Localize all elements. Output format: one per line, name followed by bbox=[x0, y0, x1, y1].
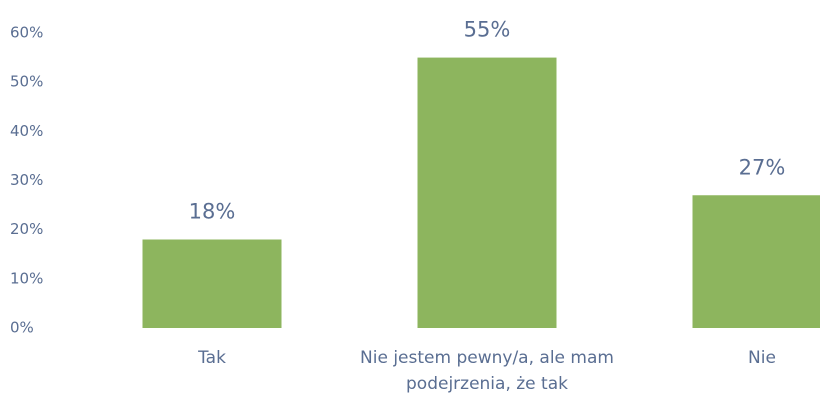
y-tick-label: 40% bbox=[10, 122, 43, 140]
x-tick-label: Tak bbox=[198, 348, 226, 368]
data-label: 27% bbox=[739, 155, 786, 179]
bar bbox=[692, 195, 820, 328]
x-tick-label: Nie jestem pewny/a, ale mam podejrzenia,… bbox=[360, 348, 614, 394]
x-tick-label: Nie bbox=[748, 348, 776, 368]
y-tick-label: 30% bbox=[10, 171, 43, 189]
y-tick-label: 20% bbox=[10, 220, 43, 238]
y-tick-label: 10% bbox=[10, 269, 43, 287]
data-label: 18% bbox=[189, 200, 236, 224]
data-label: 55% bbox=[464, 18, 511, 42]
y-tick-label: 50% bbox=[10, 73, 43, 91]
bar bbox=[417, 57, 557, 328]
y-tick-label: 60% bbox=[10, 24, 43, 42]
bar bbox=[142, 239, 282, 328]
y-tick-label: 0% bbox=[10, 319, 34, 337]
